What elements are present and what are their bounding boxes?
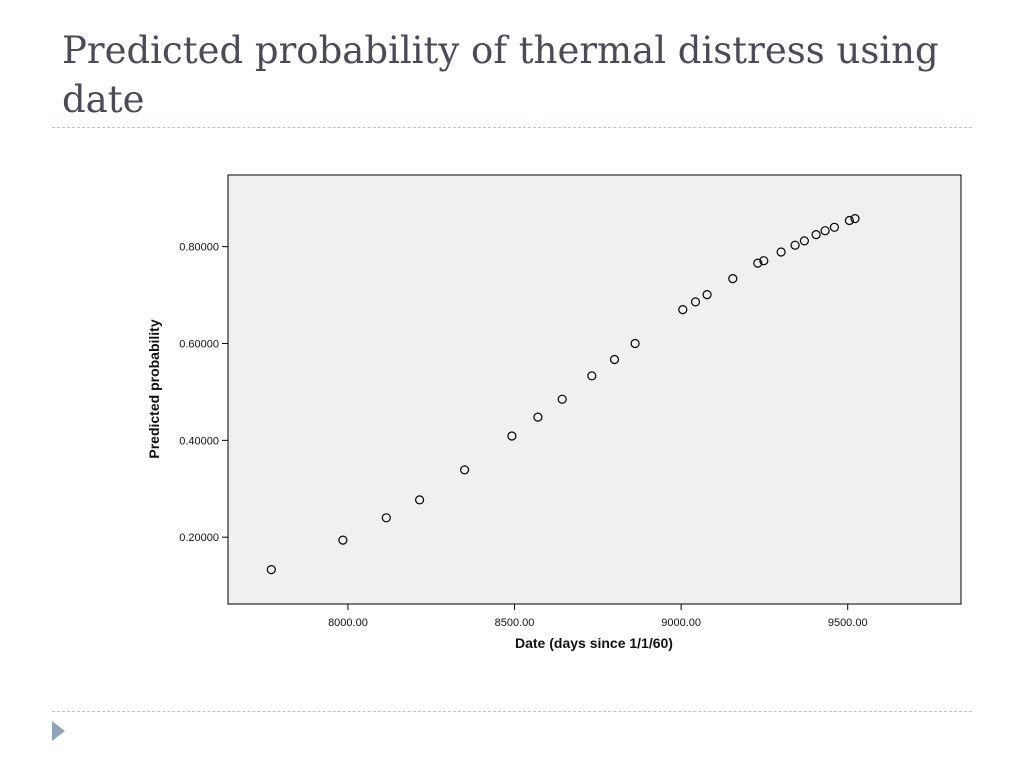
data-point bbox=[507, 431, 517, 441]
plot-frame bbox=[227, 174, 962, 605]
x-tick-label: 9000.00 bbox=[661, 617, 701, 629]
data-point bbox=[381, 513, 391, 523]
data-point bbox=[799, 236, 810, 246]
y-axis-label: Predicted probability bbox=[146, 319, 162, 458]
data-point bbox=[266, 564, 276, 575]
y-axis: 0.20000 0.40000 0.60000 0.80000 bbox=[179, 242, 228, 544]
data-point bbox=[820, 226, 830, 236]
x-axis: 8000.00 8500.00 9000.00 9500.00 bbox=[328, 604, 868, 629]
title-divider bbox=[52, 127, 972, 128]
y-tick-label: 0.80000 bbox=[179, 242, 219, 254]
data-point bbox=[338, 535, 348, 545]
data-point bbox=[415, 495, 425, 505]
y-tick-label: 0.20000 bbox=[179, 532, 219, 544]
data-point bbox=[678, 305, 688, 315]
data-point bbox=[690, 297, 701, 307]
data-point bbox=[557, 394, 567, 404]
x-tick-label: 8500.00 bbox=[495, 617, 535, 629]
x-tick-label: 9500.00 bbox=[828, 617, 868, 629]
data-point bbox=[728, 274, 738, 284]
data-point bbox=[759, 256, 769, 266]
points-layer bbox=[266, 214, 860, 575]
data-point bbox=[609, 354, 620, 365]
y-tick-label: 0.40000 bbox=[179, 435, 219, 447]
data-point bbox=[533, 412, 543, 422]
data-point bbox=[811, 230, 821, 240]
data-point bbox=[844, 215, 855, 226]
data-point bbox=[460, 465, 470, 475]
data-point bbox=[587, 371, 597, 381]
data-point bbox=[850, 214, 860, 224]
y-tick-label: 0.60000 bbox=[179, 339, 219, 351]
bullet-arrow-icon bbox=[52, 721, 65, 741]
data-point bbox=[702, 290, 712, 300]
x-axis-label: Date (days since 1/1/60) bbox=[515, 635, 673, 651]
x-tick-label: 8000.00 bbox=[328, 617, 368, 629]
footer-divider bbox=[52, 711, 972, 712]
plot-area bbox=[228, 175, 961, 604]
data-point bbox=[753, 258, 763, 268]
data-point bbox=[790, 240, 800, 250]
slide-title: Predicted probability of thermal distres… bbox=[62, 29, 939, 121]
data-point bbox=[630, 338, 640, 349]
data-point bbox=[829, 222, 840, 232]
data-point bbox=[776, 247, 786, 257]
